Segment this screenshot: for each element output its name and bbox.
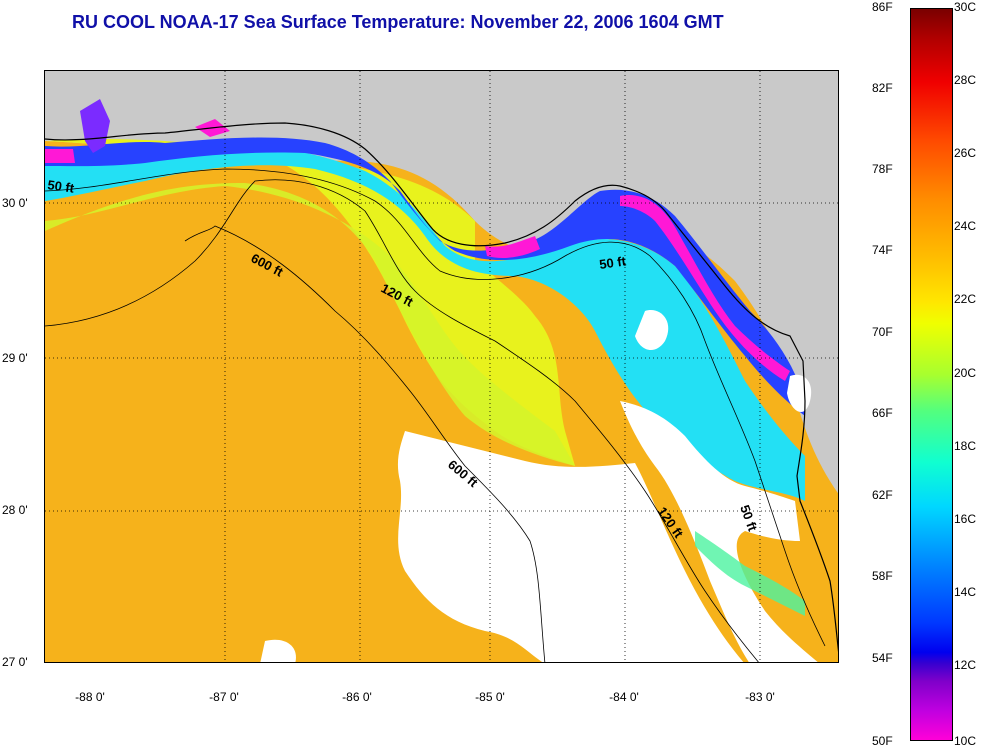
colorbar-f-label: 50F bbox=[872, 734, 893, 748]
lon-label-87: -87 0' bbox=[209, 690, 239, 704]
colorbar-c-label: 28C bbox=[954, 73, 977, 87]
sst-map-graphic: 50 ft 600 ft 120 ft 50 ft 600 ft 120 ft … bbox=[45, 71, 838, 662]
coastline bbox=[45, 122, 838, 653]
colorbar-c-label: 30C bbox=[954, 0, 977, 14]
cloud-cover-east bbox=[620, 401, 818, 662]
colorbar-c-label: 16C bbox=[954, 512, 977, 526]
colorbar-c-label: 22C bbox=[954, 292, 977, 306]
colorbar-f-label: 70F bbox=[872, 325, 893, 339]
cloud-cover-patch-2 bbox=[260, 639, 296, 662]
colorbar-f-label: 86F bbox=[872, 0, 893, 14]
colorbar-f-label: 78F bbox=[872, 162, 893, 176]
colorbar-f-label: 74F bbox=[872, 243, 893, 257]
ocean-shelf-light bbox=[45, 183, 575, 466]
lon-label-84: -84 0' bbox=[609, 690, 639, 704]
isobath-label: 50 ft bbox=[598, 253, 627, 272]
colorbar bbox=[910, 8, 953, 741]
isobath-label: 50 ft bbox=[47, 177, 76, 196]
ocean-cold-coastal bbox=[45, 137, 805, 416]
lon-label-88: -88 0' bbox=[75, 690, 105, 704]
isobath-600ft bbox=[184, 225, 546, 662]
shelf-green-band bbox=[695, 531, 805, 616]
lon-label-85: -85 0' bbox=[475, 690, 505, 704]
colorbar-c-label: 14C bbox=[954, 585, 977, 599]
isobath-120ft bbox=[45, 179, 759, 662]
lat-label-29: 29 0' bbox=[2, 351, 28, 365]
map-grid bbox=[45, 71, 838, 662]
colorbar-c-label: 20C bbox=[954, 366, 977, 380]
ocean-shelf-water bbox=[45, 139, 575, 466]
cold-patch-bay-east bbox=[485, 236, 540, 259]
lat-label-27: 27 0' bbox=[2, 655, 28, 669]
lon-label-86: -86 0' bbox=[342, 690, 372, 704]
cold-patch-west bbox=[45, 149, 75, 163]
lat-label-28: 28 0' bbox=[2, 503, 28, 517]
colorbar-f-label: 66F bbox=[872, 406, 893, 420]
cloud-cover-patch-1 bbox=[635, 310, 669, 351]
cloud-cover-south bbox=[397, 431, 744, 662]
colorbar-c-label: 12C bbox=[954, 658, 977, 672]
colorbar-f-label: 54F bbox=[872, 651, 893, 665]
lat-label-30: 30 0' bbox=[2, 196, 28, 210]
colorbar-c-label: 26C bbox=[954, 146, 977, 160]
page-title: RU COOL NOAA-17 Sea Surface Temperature:… bbox=[72, 12, 724, 32]
colorbar-f-label: 62F bbox=[872, 488, 893, 502]
colorbar-c-label: 10C bbox=[954, 734, 977, 748]
colorbar-c-label: 24C bbox=[954, 219, 977, 233]
isobath-50ft bbox=[45, 168, 826, 647]
colorbar-f-label: 58F bbox=[872, 569, 893, 583]
colorbar-f-label: 82F bbox=[872, 81, 893, 95]
colorbar-c-label: 18C bbox=[954, 439, 977, 453]
lon-label-83: -83 0' bbox=[745, 690, 775, 704]
cold-patch-east bbox=[620, 195, 790, 381]
sst-map: 50 ft 600 ft 120 ft 50 ft 600 ft 120 ft … bbox=[44, 70, 839, 663]
